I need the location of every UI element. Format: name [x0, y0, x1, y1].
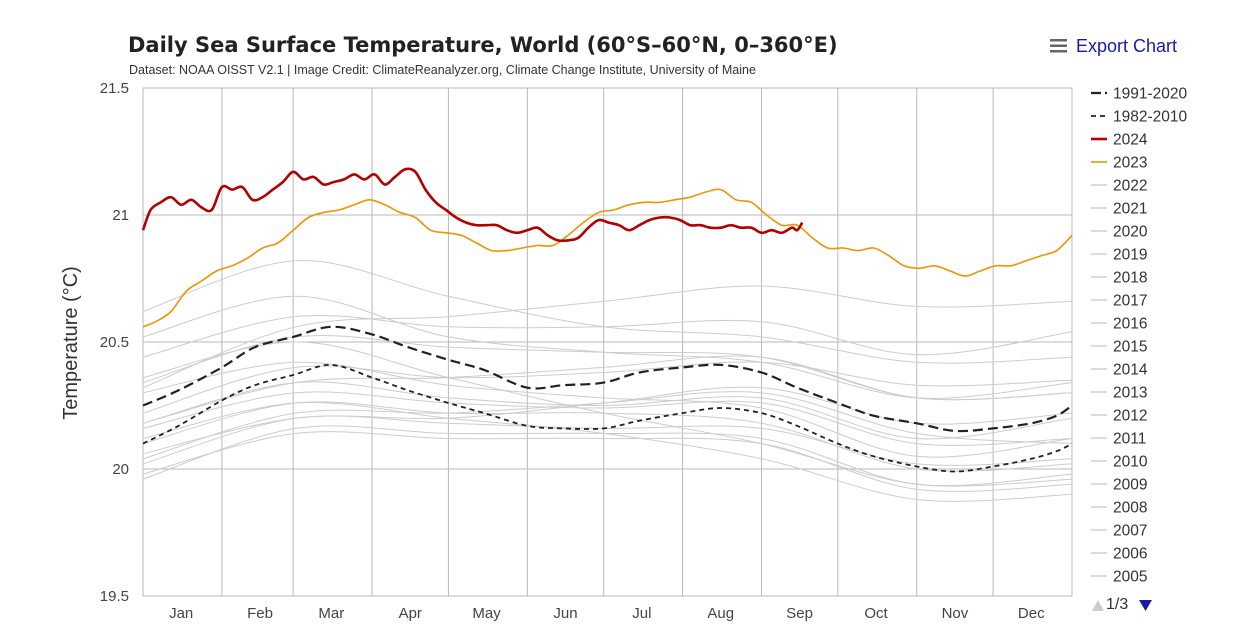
x-tick-label: Feb: [247, 605, 273, 622]
legend-label: 2011: [1113, 431, 1146, 448]
legend-label: 2021: [1113, 201, 1147, 218]
legend: 1991-2020 1982-2010 2024 2023 2022 2021 2020 20…: [1091, 86, 1188, 586]
hamburger-menu-icon: [1050, 39, 1067, 53]
legend-item-2010[interactable]: 2010: [1091, 454, 1148, 471]
legend-label: 2014: [1113, 362, 1148, 379]
x-tick-label: Dec: [1018, 605, 1045, 622]
y-tick-label: 21.5: [100, 80, 129, 97]
x-tick-label: Jun: [553, 605, 577, 622]
legend-label: 2006: [1113, 546, 1147, 563]
series-line-2005: [142, 401, 1073, 472]
legend-item-2019[interactable]: 2019: [1091, 247, 1147, 264]
legend-page-indicator: 1/3: [1106, 596, 1128, 613]
chart-title: Daily Sea Surface Temperature, World (60…: [128, 33, 838, 57]
y-axis-label: Temperature (°C): [60, 266, 82, 420]
triangle-up-icon[interactable]: [1092, 600, 1104, 611]
x-tick-label: Mar: [318, 605, 344, 622]
series-line-1982-2010: [142, 363, 1073, 473]
export-chart-button[interactable]: Export Chart: [1050, 36, 1177, 56]
series-line-2013: [142, 391, 1073, 446]
legend-item-2005[interactable]: 2005: [1091, 569, 1147, 586]
series-line-2015: [142, 285, 1073, 389]
x-tick-label: Apr: [399, 605, 422, 622]
grid-lines: [143, 87, 1072, 597]
legend-label: 2022: [1113, 178, 1147, 195]
series-line-2014: [142, 355, 1073, 424]
legend-label: 1982-2010: [1113, 109, 1188, 126]
legend-item-2009[interactable]: 2009: [1091, 477, 1147, 494]
series-line-2008: [142, 431, 1073, 493]
legend-item-2016[interactable]: 2016: [1091, 316, 1147, 333]
y-tick-label: 21: [112, 207, 129, 224]
legend-label: 2017: [1113, 293, 1147, 310]
legend-item-2013[interactable]: 2013: [1091, 385, 1147, 402]
legend-item-2021[interactable]: 2021: [1091, 201, 1147, 218]
legend-item-2022[interactable]: 2022: [1091, 178, 1147, 195]
legend-pager: 1/3: [1092, 596, 1152, 613]
legend-label: 2019: [1113, 247, 1147, 264]
x-tick-label: May: [472, 605, 501, 622]
legend-label: 2009: [1113, 477, 1147, 494]
legend-item-2011[interactable]: 2011: [1091, 431, 1146, 448]
series-lines: [141, 167, 1073, 502]
series-line-2023: [142, 188, 1073, 328]
legend-label: 2010: [1113, 454, 1148, 471]
legend-label: 2008: [1113, 500, 1147, 517]
axis-ticks: 19.5 20 20.5 21 21.5 Jan Feb Mar Apr May Jun Jul Aug…: [100, 80, 1045, 622]
legend-item-2024[interactable]: 2024: [1091, 132, 1148, 149]
legend-item-1982-2010[interactable]: 1982-2010: [1091, 109, 1188, 126]
y-tick-label: 20: [112, 461, 129, 478]
y-tick-label: 20.5: [100, 334, 129, 351]
legend-item-2006[interactable]: 2006: [1091, 546, 1147, 563]
legend-label: 2012: [1113, 408, 1147, 425]
x-tick-label: Nov: [942, 605, 969, 622]
legend-item-2018[interactable]: 2018: [1091, 270, 1147, 287]
x-tick-label: Jul: [632, 605, 651, 622]
x-tick-label: Aug: [707, 605, 734, 622]
series-line-2018: [142, 361, 1073, 414]
legend-item-2023[interactable]: 2023: [1091, 155, 1147, 172]
legend-label: 2015: [1113, 339, 1147, 356]
legend-label: 2024: [1113, 132, 1148, 149]
legend-label: 2016: [1113, 316, 1147, 333]
legend-item-2007[interactable]: 2007: [1091, 523, 1147, 540]
legend-item-2008[interactable]: 2008: [1091, 500, 1147, 517]
legend-item-2015[interactable]: 2015: [1091, 339, 1147, 356]
legend-label: 2018: [1113, 270, 1147, 287]
series-line-1991-2020: [142, 325, 1073, 433]
y-tick-label: 19.5: [100, 588, 129, 605]
chart-subtitle: Dataset: NOAA OISST V2.1 | Image Credit:…: [129, 63, 756, 77]
x-tick-label: Oct: [864, 605, 888, 622]
series-line-2022: [142, 361, 1073, 458]
series-line-2016: [142, 260, 1073, 364]
legend-item-2012[interactable]: 2012: [1091, 408, 1147, 425]
x-tick-label: Jan: [169, 605, 193, 622]
legend-label: 1991-2020: [1113, 86, 1188, 103]
export-chart-label: Export Chart: [1076, 36, 1177, 56]
triangle-down-icon[interactable]: [1139, 600, 1152, 611]
legend-item-2020[interactable]: 2020: [1091, 224, 1148, 241]
legend-item-1991-2020[interactable]: 1991-2020: [1091, 86, 1188, 103]
legend-label: 2020: [1113, 224, 1148, 241]
legend-item-2014[interactable]: 2014: [1091, 362, 1148, 379]
series-line-2024: [141, 167, 804, 243]
legend-item-2017[interactable]: 2017: [1091, 293, 1147, 310]
legend-label: 2007: [1113, 523, 1147, 540]
legend-label: 2013: [1113, 385, 1147, 402]
legend-label: 2023: [1113, 155, 1147, 172]
legend-label: 2005: [1113, 569, 1147, 586]
x-tick-label: Sep: [786, 605, 813, 622]
